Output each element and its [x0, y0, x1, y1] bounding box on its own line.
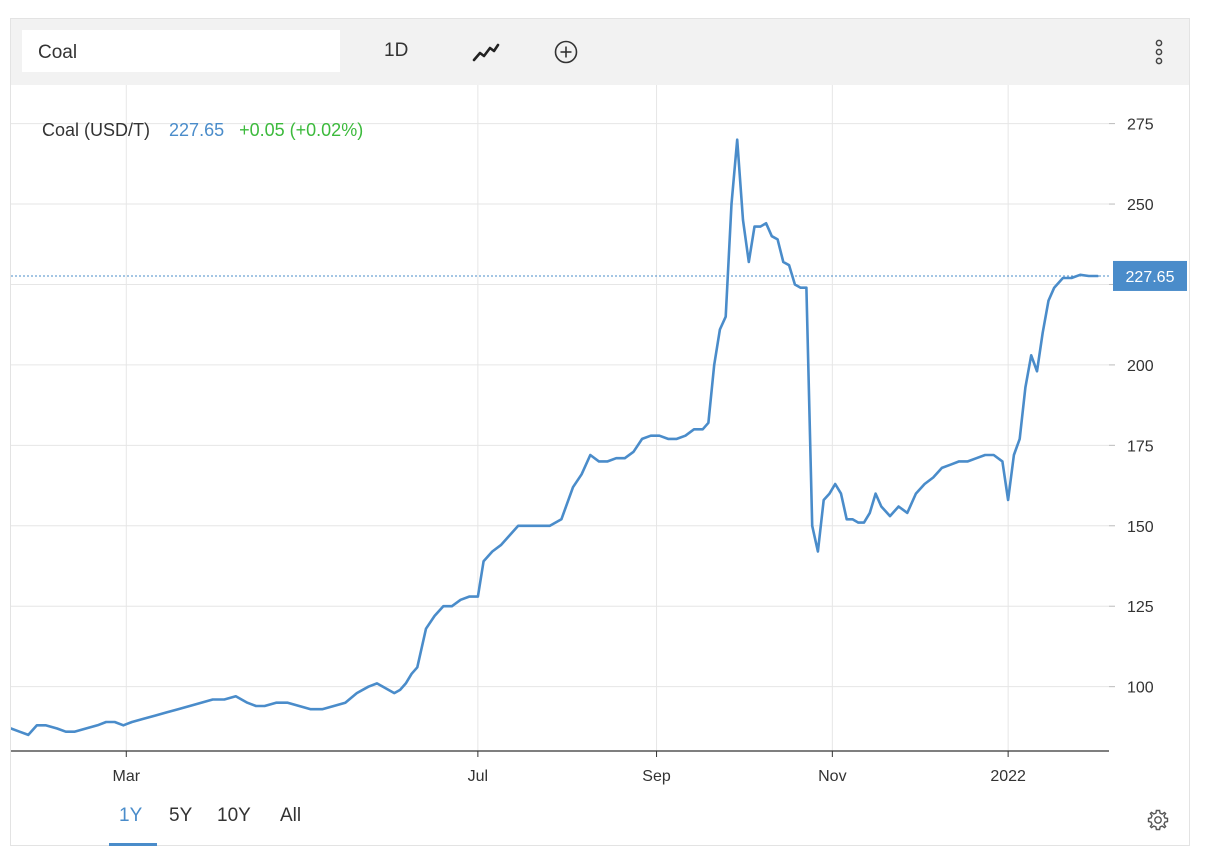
range-1y-button[interactable]: 1Y: [119, 805, 143, 826]
symbol-search-input[interactable]: Coal: [22, 30, 340, 72]
y-tick-label: 175: [1127, 438, 1154, 455]
line-chart-icon: [472, 43, 500, 62]
range-5y-button[interactable]: 5Y: [169, 805, 193, 826]
legend-price: 227.65: [169, 120, 225, 140]
x-tick-label: Jul: [468, 768, 488, 785]
x-tick-label: 2022: [990, 768, 1026, 785]
legend-change: +0.05 (+0.02%): [239, 120, 364, 140]
more-options-button[interactable]: [1153, 37, 1165, 69]
chart-legend: Coal (USD/T) 227.65 +0.05 (+0.02%): [42, 120, 363, 141]
symbol-text: Coal: [38, 42, 78, 63]
last-price-tag-bg: [1113, 260, 1187, 291]
gear-icon: [1147, 809, 1169, 831]
series-layer: [11, 138, 1099, 737]
chart-widget: Coal 1D 100 125 150 175 200 250 275 Mar Jul: [10, 18, 1190, 846]
grid-lines: [11, 85, 1109, 751]
last-price-tag: 227.65: [11, 260, 1187, 291]
y-tick-label: 250: [1127, 197, 1154, 214]
y-tick-label: 275: [1127, 117, 1154, 134]
legend-series-name: Coal (USD/T): [42, 120, 151, 140]
y-tick-label: 125: [1127, 599, 1154, 616]
vertical-dots-icon: [1155, 39, 1163, 65]
add-indicator-button[interactable]: [553, 39, 579, 65]
axes: 100 125 150 175 200 250 275 Mar Jul Sep Nov 2022: [11, 117, 1154, 785]
period-button[interactable]: 1D: [384, 40, 409, 61]
chart-toolbar: Coal 1D: [11, 19, 1189, 85]
x-tick-label: Sep: [642, 768, 671, 785]
price-line: [11, 138, 1099, 737]
range-10y-button[interactable]: 10Y: [217, 805, 251, 826]
plus-circle-icon: [554, 40, 578, 64]
x-tick-label: Nov: [818, 768, 846, 785]
settings-button[interactable]: [1145, 807, 1171, 833]
y-tick-label: 100: [1127, 680, 1154, 697]
chart-plot: 100 125 150 175 200 250 275 Mar Jul Sep Nov 2022 22…: [11, 85, 1187, 785]
range-all-button[interactable]: All: [280, 805, 302, 826]
x-tick-label: Mar: [112, 768, 140, 785]
active-range-underline: [109, 843, 157, 846]
last-price-tag-label: 227.65: [1126, 269, 1175, 286]
y-tick-label: 200: [1127, 358, 1154, 375]
y-tick-label: 150: [1127, 519, 1154, 536]
chart-type-button[interactable]: [471, 41, 501, 65]
